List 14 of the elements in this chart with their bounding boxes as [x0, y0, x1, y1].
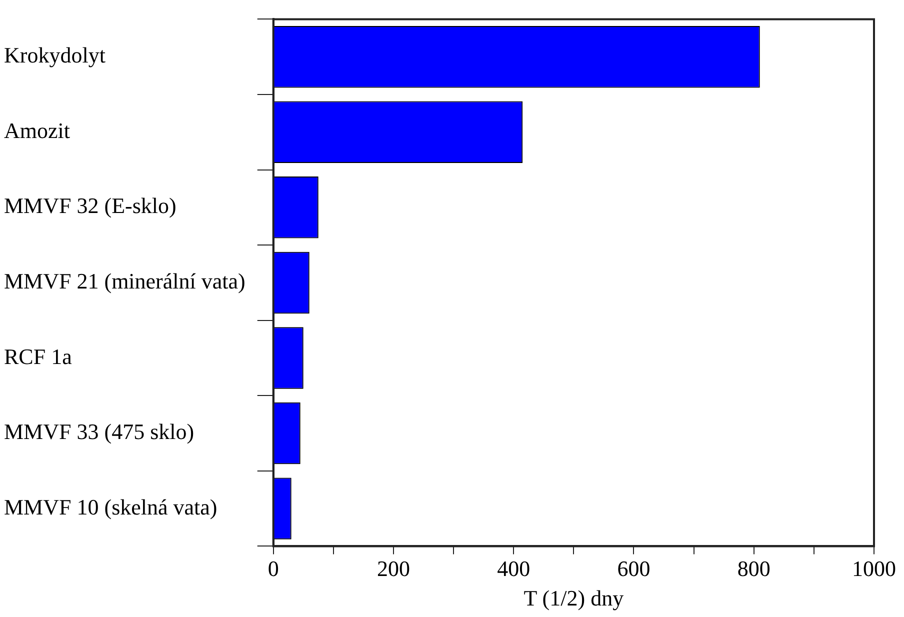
x-tick-label: 800 — [737, 556, 770, 582]
y-tick-label: Krokydolyt — [4, 42, 106, 68]
y-tick-label: MMVF 10 (skelná vata) — [4, 494, 218, 520]
x-tick-label: 400 — [497, 556, 530, 582]
y-tick-label: Amozit — [4, 118, 70, 143]
x-tick-label: 600 — [617, 556, 650, 582]
x-tick-label: 200 — [376, 556, 410, 582]
x-tick-label: 0 — [268, 556, 279, 582]
y-tick-label: MMVF 32 (E-sklo) — [4, 193, 176, 218]
y-tick-label: MMVF 33 (475 sklo) — [4, 419, 194, 444]
y-tick-label: MMVF 21 (minerální vata) — [4, 268, 246, 294]
x-tick-label: 1000 — [852, 556, 896, 582]
y-tick-label: RCF 1a — [4, 344, 72, 369]
x-axis-title: T (1/2) dny — [524, 586, 624, 611]
